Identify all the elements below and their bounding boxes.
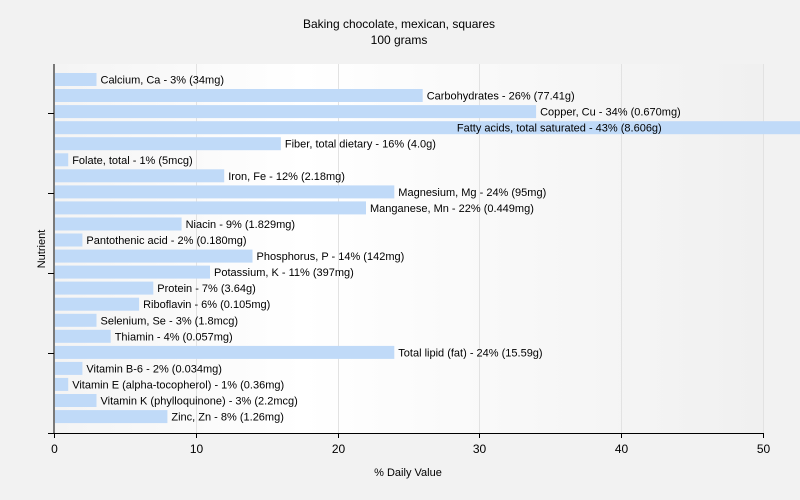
- bar: [55, 410, 168, 424]
- bar: [55, 377, 69, 391]
- bar-label: Manganese, Mn - 22% (0.449mg): [370, 203, 534, 215]
- bar-labels: Calcium, Ca - 3% (34mg) Carbohydrates - 2…: [72, 75, 681, 424]
- chart-subtitle: 100 grams: [371, 33, 428, 47]
- bar-label: Protein - 7% (3.64g): [157, 283, 255, 295]
- bar: [55, 329, 111, 343]
- bar: [55, 313, 97, 327]
- bar-label: Magnesium, Mg - 24% (95mg): [398, 187, 546, 199]
- bar: [55, 233, 83, 247]
- bar: [55, 89, 423, 102]
- bar: [55, 345, 395, 359]
- x-tick-label: 20: [332, 442, 346, 456]
- bar: [55, 361, 83, 375]
- bar: [55, 281, 154, 295]
- x-tick-label: 40: [615, 442, 629, 456]
- bar-label: Vitamin E (alpha-tocopherol) - 1% (0.36m…: [72, 379, 284, 391]
- bar: [55, 105, 537, 119]
- bar: [55, 201, 366, 215]
- bar-label: Fatty acids, total saturated - 43% (8.60…: [457, 123, 662, 135]
- x-tick-label: 30: [473, 442, 487, 456]
- bar-label: Vitamin K (phylloquinone) - 3% (2.2mcg): [101, 396, 298, 408]
- bar-label: Potassium, K - 11% (397mg): [214, 267, 354, 279]
- x-tick-label: 0: [51, 442, 58, 456]
- bar: [55, 297, 140, 311]
- bar-label: Calcium, Ca - 3% (34mg): [101, 75, 224, 87]
- bar-label: Phosphorus, P - 14% (142mg): [257, 251, 405, 263]
- bar-label: Iron, Fe - 12% (2.18mg): [228, 171, 345, 183]
- bar: [55, 137, 281, 151]
- x-tick-label: 50: [757, 442, 771, 456]
- bar-label: Thiamin - 4% (0.057mg): [115, 331, 233, 343]
- bar-label: Carbohydrates - 26% (77.41g): [427, 91, 575, 103]
- plot-area: [54, 64, 763, 433]
- bar-label: Selenium, Se - 3% (1.8mcg): [101, 315, 239, 327]
- bar: [55, 217, 182, 231]
- bar-highlight: [55, 121, 800, 135]
- bar: [55, 185, 395, 199]
- bar: [55, 265, 210, 279]
- chart-title: Baking chocolate, mexican, squares: [303, 17, 495, 31]
- bars: [55, 73, 800, 424]
- bar: [55, 73, 97, 86]
- bar: [55, 394, 97, 407]
- bar: [55, 169, 225, 183]
- bar-label: Vitamin B-6 - 2% (0.034mg): [86, 363, 222, 375]
- bar: [55, 249, 253, 263]
- y-axis-ticks: [48, 113, 54, 434]
- x-axis-ticks: 0 10 20 30 40 50: [51, 433, 770, 456]
- x-axis-label: % Daily Value: [374, 467, 442, 479]
- y-axis-label: Nutrient: [36, 230, 48, 269]
- bar-label: Total lipid (fat) - 24% (15.59g): [398, 347, 542, 359]
- bar-label: Riboflavin - 6% (0.105mg): [143, 299, 270, 311]
- bar-label: Zinc, Zn - 8% (1.26mg): [171, 412, 283, 424]
- bar-label: Copper, Cu - 34% (0.670mg): [540, 107, 681, 119]
- x-tick-label: 10: [190, 442, 204, 456]
- bar-label: Folate, total - 1% (5mcg): [72, 155, 192, 167]
- bar: [55, 153, 69, 167]
- bar-label: Pantothenic acid - 2% (0.180mg): [86, 235, 246, 247]
- bar-label: Niacin - 9% (1.829mg): [186, 219, 295, 231]
- bar-label: Fiber, total dietary - 16% (4.0g): [285, 139, 436, 151]
